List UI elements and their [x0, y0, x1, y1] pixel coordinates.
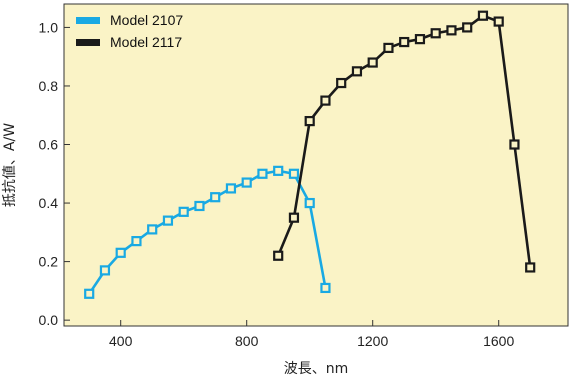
data-point [525, 262, 536, 273]
data-point [115, 247, 126, 258]
y-tick-label: 0.2 [39, 254, 59, 270]
data-point [493, 16, 504, 27]
data-point [273, 250, 284, 261]
data-point [367, 57, 378, 68]
data-point [241, 177, 252, 188]
series-model-2107 [84, 165, 331, 299]
legend-swatch [76, 39, 100, 46]
data-point [194, 200, 205, 212]
data-point [273, 165, 284, 176]
y-tick-label: 0.8 [39, 78, 59, 94]
series-line [88, 169, 327, 295]
y-axis-title: 抵抗値、A/W [2, 123, 18, 207]
axes: 400 800 1200 1600 0.0 0.2 0.4 0.6 0.8 1.0 [39, 19, 515, 349]
x-tick-label: 1200 [357, 333, 388, 349]
y-tick-label: 1.0 [39, 19, 59, 35]
legend: Model 2107 Model 2117 [76, 12, 183, 50]
x-tick-label: 800 [235, 333, 259, 349]
data-point [383, 42, 394, 54]
data-point [131, 236, 142, 247]
data-point [320, 95, 331, 106]
data-point [178, 206, 189, 217]
data-point [210, 192, 221, 203]
x-axis-title: 波長、nm [284, 361, 349, 377]
data-point [320, 282, 331, 294]
data-point [288, 212, 300, 223]
data-point [351, 66, 363, 77]
y-tick-label: 0.0 [39, 312, 59, 328]
data-point [288, 168, 300, 179]
data-point [304, 197, 315, 209]
x-tick-label: 400 [109, 333, 133, 349]
data-point [477, 10, 489, 21]
legend-label: Model 2107 [110, 12, 183, 28]
data-point [84, 288, 95, 299]
x-tick-label: 1600 [483, 333, 514, 349]
data-point [462, 22, 473, 33]
data-point [99, 265, 111, 276]
data-point [336, 77, 347, 89]
y-tick-label: 0.6 [39, 137, 59, 153]
data-point [225, 183, 237, 194]
data-point [399, 36, 410, 48]
legend-swatch [76, 17, 100, 24]
series-model-2117 [273, 10, 536, 273]
data-point [147, 224, 158, 235]
series-layer [84, 10, 536, 299]
data-point [430, 28, 441, 39]
y-tick-label: 0.4 [39, 195, 59, 211]
data-point [414, 34, 426, 45]
data-point [509, 139, 520, 150]
plot-area [63, 3, 569, 327]
data-point [257, 168, 268, 179]
data-point [162, 215, 174, 226]
data-point [304, 115, 315, 127]
data-point [446, 25, 457, 36]
legend-label: Model 2117 [110, 34, 182, 50]
